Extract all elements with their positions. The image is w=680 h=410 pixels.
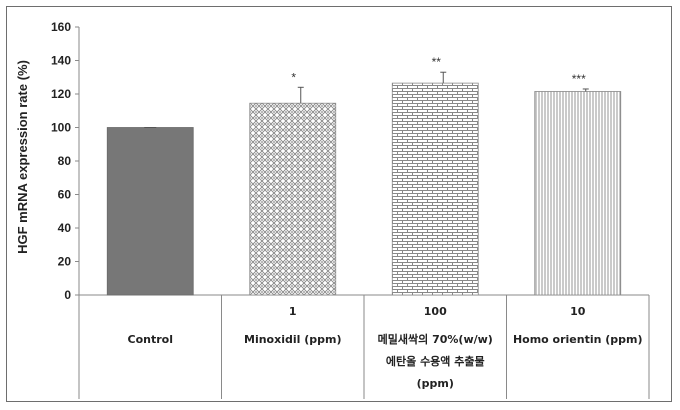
dose-label: 100 <box>424 305 447 318</box>
significance-marker: * <box>291 70 296 84</box>
significance-marker: *** <box>572 72 586 86</box>
category-label: 에탄올 수용액 추출물 <box>386 354 485 368</box>
category-label: Control <box>128 333 173 346</box>
dose-label: 10 <box>570 305 586 318</box>
category-label: Homo orientin (ppm) <box>513 333 643 346</box>
y-axis-label: HGF mRNA expression rate (%) <box>15 60 30 254</box>
category-label: Minoxidil (ppm) <box>244 333 341 346</box>
y-tick-label: 40 <box>58 221 72 235</box>
y-tick-label: 20 <box>58 255 72 269</box>
y-tick-label: 140 <box>51 54 71 68</box>
y-tick-label: 100 <box>51 121 71 135</box>
category-label: 메밀새싹의 70%(w/w) <box>378 332 493 346</box>
bar <box>249 102 337 296</box>
y-tick-label: 160 <box>51 20 71 34</box>
y-tick-label: 0 <box>64 288 71 302</box>
bar-chart: HGF mRNA expression rate (%) 0 20 40 60 80 10… <box>15 20 650 399</box>
significance-marker: ** <box>432 55 442 69</box>
y-tick-label: 60 <box>58 188 72 202</box>
bar <box>391 82 479 296</box>
dose-label: 1 <box>289 305 297 318</box>
bar <box>534 91 622 296</box>
category-label: (ppm) <box>417 377 454 390</box>
y-tick-label: 120 <box>51 87 71 101</box>
y-tick-label: 80 <box>58 154 72 168</box>
chart-frame: HGF mRNA expression rate (%) 0 20 40 60 80 10… <box>6 6 672 402</box>
bar <box>106 127 194 296</box>
